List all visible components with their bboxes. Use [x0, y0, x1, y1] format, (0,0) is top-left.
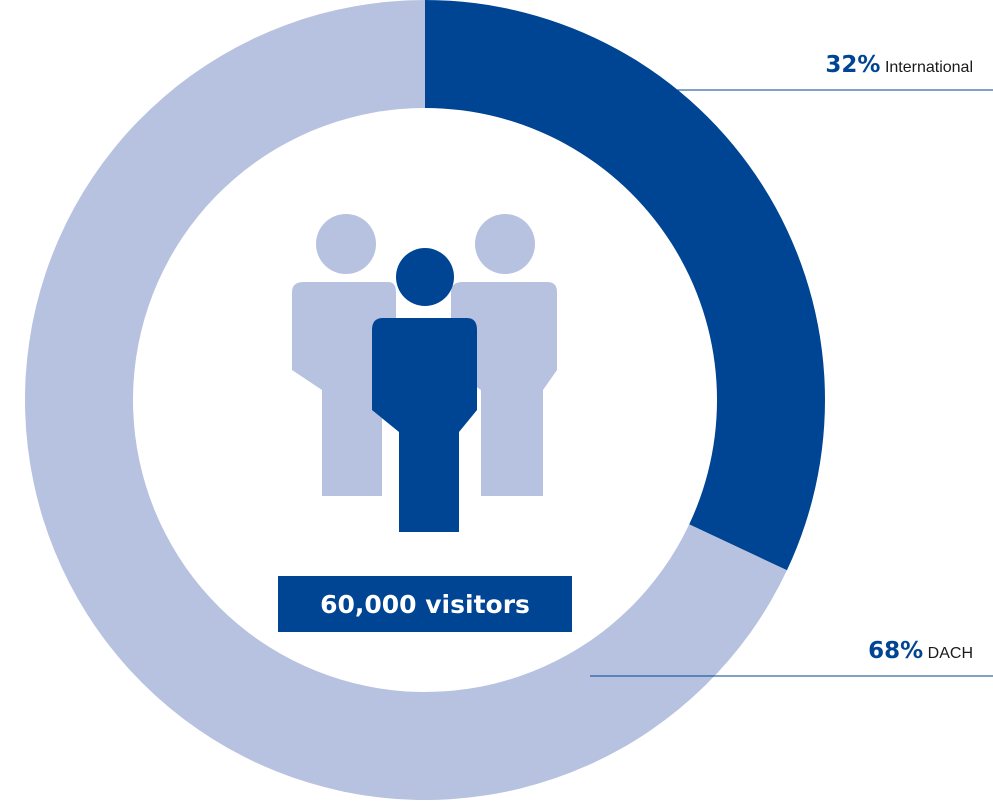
- dach-category-label: DACH: [927, 645, 973, 662]
- callout-dach: 68% DACH: [868, 640, 973, 663]
- donut-slices: [25, 0, 825, 800]
- person-left-icon: [292, 214, 396, 496]
- people-group-icon: [292, 214, 557, 532]
- person-right-icon: [451, 214, 557, 496]
- visitors-total-label: 60,000 visitors: [320, 589, 530, 619]
- callout-international: 32% International: [825, 54, 973, 77]
- visitors-total-badge: 60,000 visitors: [278, 576, 572, 632]
- slice-international: [425, 0, 825, 571]
- dach-percent-label: 68%: [868, 638, 924, 664]
- leader-lines: [590, 89, 993, 677]
- international-category-label: International: [884, 59, 973, 76]
- international-percent-label: 32%: [825, 52, 881, 78]
- person-center-icon: [372, 248, 477, 532]
